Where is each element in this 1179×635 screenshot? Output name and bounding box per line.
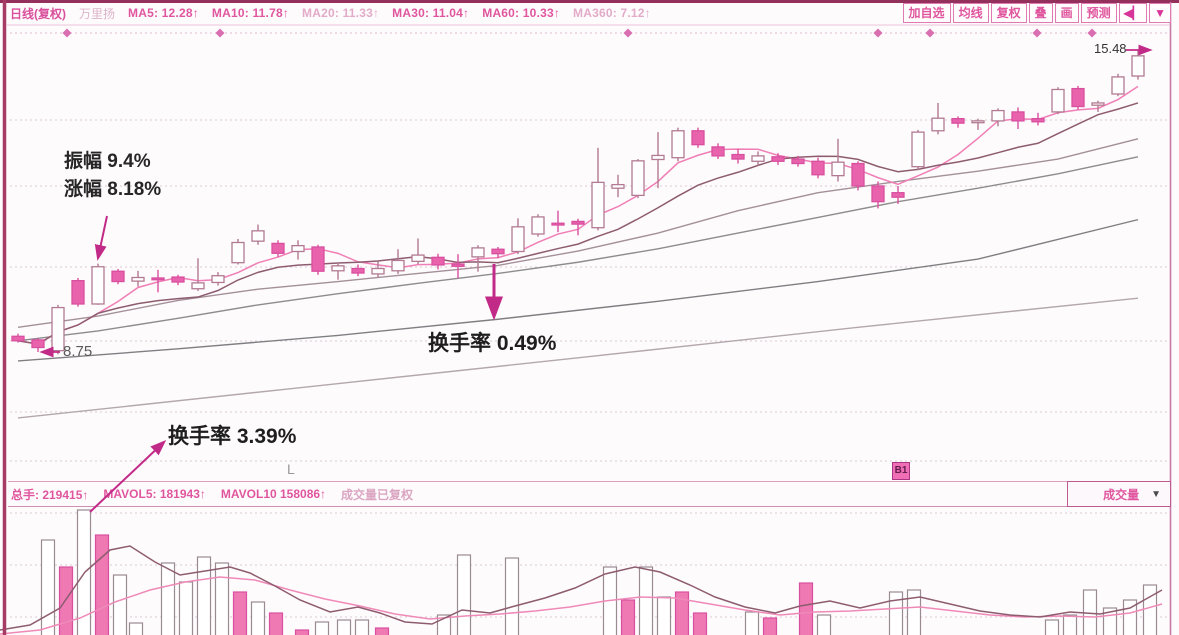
draw-button[interactable]: 画 (1054, 3, 1079, 23)
overlay-button[interactable]: 叠 (1028, 3, 1053, 23)
turnover-low-annotation: 换手率 0.49% (428, 332, 557, 355)
stock-name: 万里扬 (79, 6, 116, 21)
period-label[interactable]: 日线(复权) (10, 6, 66, 21)
ma5-value: MA5: 12.28↑ (128, 6, 199, 20)
ma20-value: MA20: 11.33↑ (302, 6, 380, 20)
volume-panel-header: 总手: 219415↑ MAVOL5: 181943↑ MAVOL10 1580… (8, 481, 1171, 507)
adjust-price-button[interactable]: 复权 (990, 3, 1027, 23)
volume-adjusted-note: 成交量已复权 (341, 487, 414, 502)
ma10-value: MA10: 11.78↑ (211, 6, 290, 20)
ma360-value: MA360: 7.12↑ (573, 6, 651, 20)
ma60-value: MA60: 10.33↑ (482, 6, 561, 20)
chevron-down-icon[interactable]: ▼ (1149, 3, 1171, 23)
mavol5-value: MAVOL5: 181943↑ (103, 487, 206, 501)
gain-text: 涨幅 8.18% (64, 179, 162, 200)
collapse-panel-icon[interactable]: ◀▏ (1118, 3, 1148, 23)
total-volume-value: 总手: 219415↑ (11, 487, 89, 502)
toolbar-buttons: 加自选 均线 复权 叠 画 预测 ◀▏ ▼ (902, 3, 1171, 23)
b1-marker-badge: B1 (892, 462, 910, 480)
marker-l-label: L (287, 461, 295, 477)
add-watchlist-button[interactable]: 加自选 (902, 3, 951, 23)
low-price-label: 8.75 (63, 343, 93, 360)
chart-toolbar: 日线(复权) 万里扬 MA5: 12.28↑ MA10: 11.78↑ MA20… (10, 2, 1171, 24)
ma-lines-button[interactable]: 均线 (952, 3, 989, 23)
volume-indicator-dropdown[interactable]: 成交量 ▼ (1067, 481, 1171, 507)
ma30-value: MA30: 11.04↑ (392, 6, 470, 20)
amplitude-text: 振幅 9.4% (64, 151, 151, 172)
forecast-button[interactable]: 预测 (1080, 3, 1117, 23)
amplitude-gain-annotation: 振幅 9.4% 涨幅 8.18% (64, 148, 161, 204)
turnover-high-annotation: 换手率 3.39% (168, 425, 297, 448)
dropdown-arrow-icon: ▼ (1151, 488, 1161, 500)
mavol10-value: MAVOL10 158086↑ (220, 487, 327, 501)
volume-indicator-label: 成交量 (1103, 487, 1140, 502)
high-price-label: 15.48 (1094, 41, 1127, 56)
